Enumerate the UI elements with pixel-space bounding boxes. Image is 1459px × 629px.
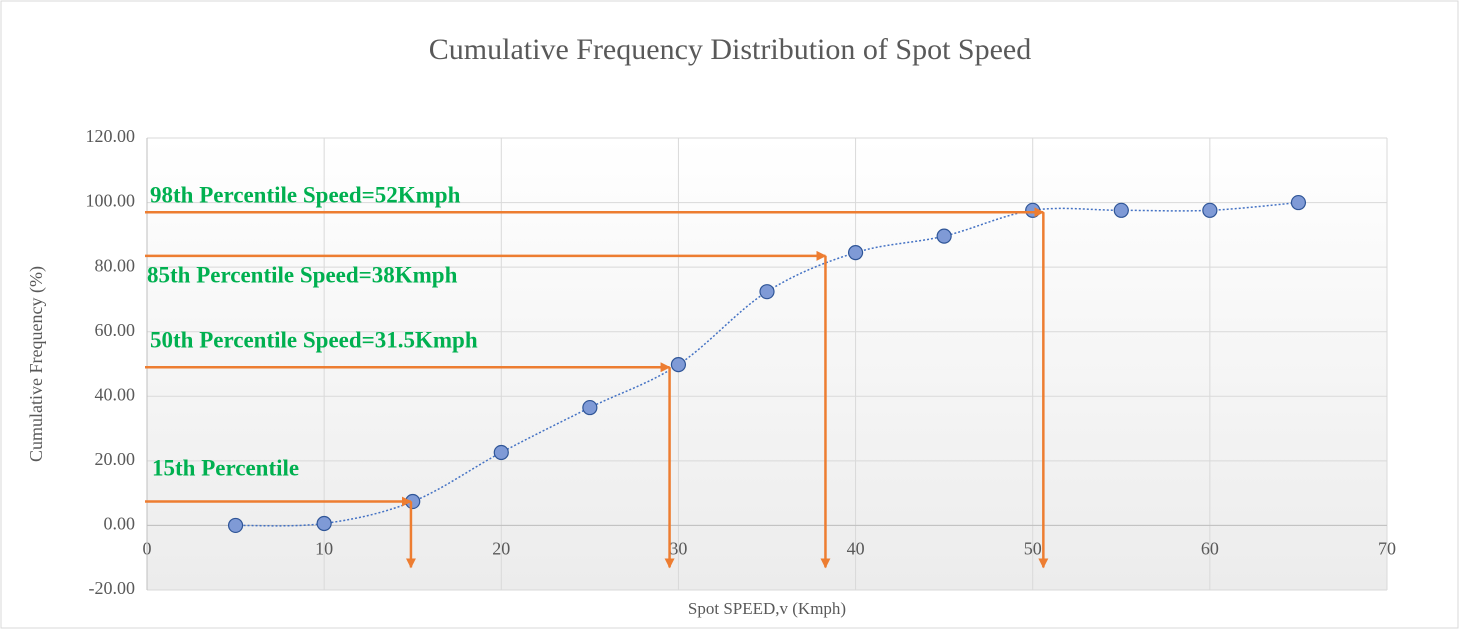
y-tick-label: 40.00: [95, 384, 136, 404]
y-tick-label: 100.00: [86, 191, 136, 211]
y-tick-label: 120.00: [86, 126, 136, 146]
data-point: [1025, 202, 1041, 218]
y-tick-label: 80.00: [95, 255, 136, 275]
data-point: [1202, 202, 1218, 218]
annotation-label: 98th Percentile Speed=52Kmph: [150, 182, 461, 207]
x-tick-label: 40: [847, 539, 865, 559]
y-tick-label: 60.00: [95, 320, 136, 340]
data-point: [227, 517, 244, 534]
data-point: [493, 444, 509, 461]
data-point: [936, 228, 952, 244]
x-tick-label: 60: [1201, 539, 1219, 559]
annotation-label: 50th Percentile Speed=31.5Kmph: [150, 327, 478, 352]
x-tick-label: 30: [669, 539, 687, 559]
y-axis-label: Cumulative Frequency (%): [26, 266, 47, 462]
y-tick-label: 20.00: [95, 449, 136, 469]
data-point: [759, 284, 775, 300]
x-tick-label: 70: [1378, 539, 1396, 559]
data-point: [1290, 194, 1307, 211]
data-point: [1113, 202, 1129, 218]
data-point: [582, 399, 598, 416]
data-point: [847, 245, 864, 261]
chart-title: Cumulative Frequency Distribution of Spo…: [429, 33, 1031, 66]
data-point: [316, 515, 332, 532]
y-tick-label: 0.00: [104, 514, 136, 534]
y-tick-label: -20.00: [89, 578, 136, 598]
annotation-label: 15th Percentile: [152, 455, 299, 480]
x-tick-label: 50: [1024, 539, 1042, 559]
x-axis-label: Spot SPEED,v (Kmph): [688, 599, 846, 618]
x-tick-label: 20: [492, 539, 510, 559]
x-tick-label: 10: [315, 539, 333, 559]
data-point: [670, 357, 687, 373]
annotation-label: 85th Percentile Speed=38Kmph: [147, 262, 458, 287]
